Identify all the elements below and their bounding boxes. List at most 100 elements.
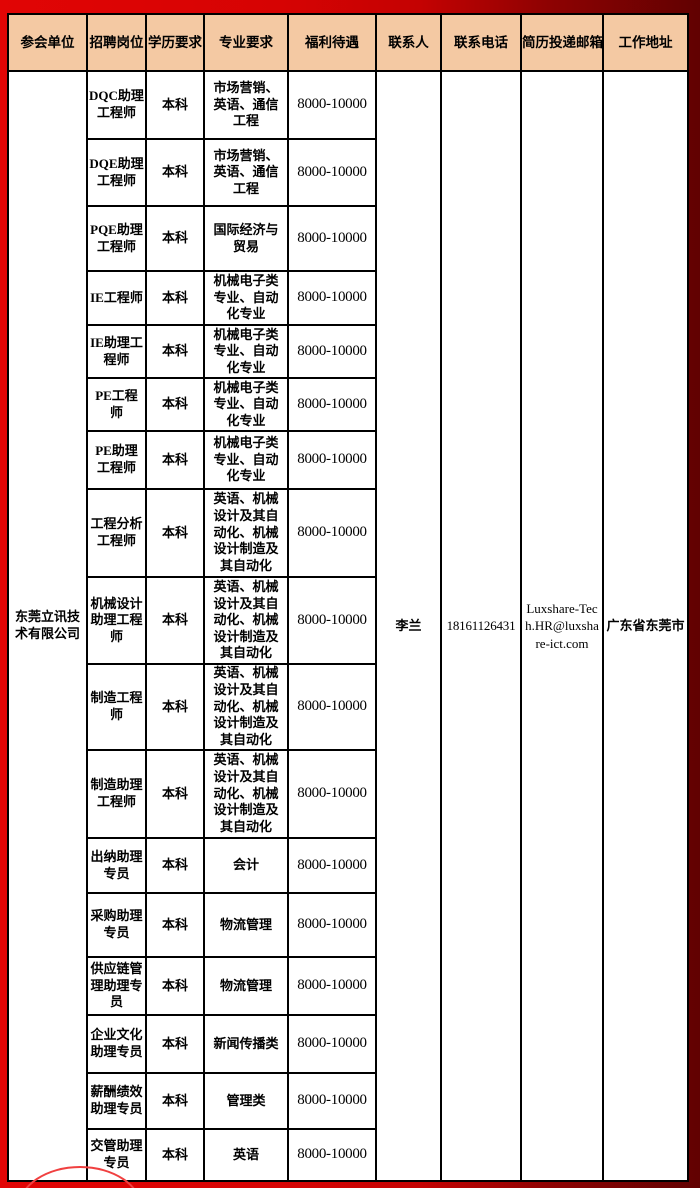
salary-cell: 8000-10000 <box>287 324 377 379</box>
job-row: 机械设计助理工程师 本科 英语、机械设计及其自动化、机械设计制造及其自动化 8000-… <box>8 576 688 665</box>
position-cell: 企业文化助理专员 <box>86 1014 147 1074</box>
header-cell-major: 专业要求 <box>203 13 289 72</box>
position-cell: 出纳助理专员 <box>86 837 147 894</box>
salary-cell: 8000-10000 <box>287 956 377 1016</box>
salary-cell: 8000-10000 <box>287 576 377 665</box>
salary-cell: 8000-10000 <box>287 205 377 272</box>
job-row: 工程分析工程师 本科 英语、机械设计及其自动化、机械设计制造及其自动化 8000-10… <box>8 488 688 578</box>
position-cell: 薪酬绩效助理专员 <box>86 1072 147 1130</box>
education-cell: 本科 <box>145 1014 205 1074</box>
major-cell: 机械电子类专业、自动化专业 <box>203 270 289 326</box>
education-cell: 本科 <box>145 430 205 490</box>
job-row: 采购助理专员 本科 物流管理 8000-10000 <box>8 892 688 958</box>
header-cell-resume-email: 简历投递邮箱 <box>520 13 604 72</box>
education-cell: 本科 <box>145 324 205 379</box>
position-cell: 工程分析工程师 <box>86 488 147 578</box>
salary-cell: 8000-10000 <box>287 892 377 958</box>
job-row: 供应链管理助理专员 本科 物流管理 8000-10000 <box>8 956 688 1016</box>
education-cell: 本科 <box>145 663 205 751</box>
education-cell: 本科 <box>145 837 205 894</box>
job-row: IE工程师 本科 机械电子类专业、自动化专业 8000-10000 <box>8 270 688 326</box>
position-cell: 供应链管理助理专员 <box>86 956 147 1016</box>
major-cell: 机械电子类专业、自动化专业 <box>203 324 289 379</box>
major-cell: 英语、机械设计及其自动化、机械设计制造及其自动化 <box>203 749 289 839</box>
job-row: 企业文化助理专员 本科 新闻传播类 8000-10000 <box>8 1014 688 1074</box>
header-cell-salary: 福利待遇 <box>287 13 377 72</box>
major-cell: 英语、机械设计及其自动化、机械设计制造及其自动化 <box>203 576 289 665</box>
salary-cell: 8000-10000 <box>287 663 377 751</box>
job-row: PE工程师 本科 机械电子类专业、自动化专业 8000-10000 <box>8 377 688 432</box>
position-cell: 机械设计助理工程师 <box>86 576 147 665</box>
major-cell: 物流管理 <box>203 892 289 958</box>
education-cell: 本科 <box>145 1128 205 1182</box>
job-row: IE助理工程师 本科 机械电子类专业、自动化专业 8000-10000 <box>8 324 688 379</box>
job-row: PQE助理工程师 本科 国际经济与贸易 8000-10000 <box>8 205 688 272</box>
salary-cell: 8000-10000 <box>287 1072 377 1130</box>
position-cell: PQE助理工程师 <box>86 205 147 272</box>
education-cell: 本科 <box>145 488 205 578</box>
job-row: 制造工程师 本科 英语、机械设计及其自动化、机械设计制造及其自动化 8000-1000… <box>8 663 688 751</box>
education-cell: 本科 <box>145 1072 205 1130</box>
education-cell: 本科 <box>145 138 205 207</box>
major-cell: 英语 <box>203 1128 289 1182</box>
salary-cell: 8000-10000 <box>287 1128 377 1182</box>
major-cell: 市场营销、英语、通信工程 <box>203 70 289 140</box>
header-cell-position: 招聘岗位 <box>86 13 147 72</box>
position-cell: DQC助理工程师 <box>86 70 147 140</box>
salary-cell: 8000-10000 <box>287 430 377 490</box>
salary-cell: 8000-10000 <box>287 488 377 578</box>
job-table: 参会单位 招聘岗位 学历要求 专业要求 福利待遇 联系人 联系电话 简历投递邮箱 工作地址 东莞… <box>7 13 689 1182</box>
salary-cell: 8000-10000 <box>287 1014 377 1074</box>
position-cell: IE助理工程师 <box>86 324 147 379</box>
salary-cell: 8000-10000 <box>287 749 377 839</box>
job-row: PE助理工程师 本科 机械电子类专业、自动化专业 8000-10000 <box>8 430 688 490</box>
work-address-cell: 广东省东莞市 <box>602 70 689 1182</box>
company-cell: 东莞立讯技术有限公司 <box>7 70 88 1182</box>
major-cell: 机械电子类专业、自动化专业 <box>203 430 289 490</box>
position-cell: 制造工程师 <box>86 663 147 751</box>
resume-email-cell: Luxshare-Tech.HR@luxshare-ict.com <box>520 70 604 1182</box>
job-row: 制造助理工程师 本科 英语、机械设计及其自动化、机械设计制造及其自动化 8000-10… <box>8 749 688 839</box>
salary-cell: 8000-10000 <box>287 138 377 207</box>
salary-cell: 8000-10000 <box>287 270 377 326</box>
major-cell: 物流管理 <box>203 956 289 1016</box>
salary-cell: 8000-10000 <box>287 377 377 432</box>
major-cell: 新闻传播类 <box>203 1014 289 1074</box>
header-cell-company: 参会单位 <box>7 13 88 72</box>
position-cell: IE工程师 <box>86 270 147 326</box>
contact-phone-cell: 18161126431 <box>440 70 522 1182</box>
education-cell: 本科 <box>145 377 205 432</box>
position-cell: DQE助理工程师 <box>86 138 147 207</box>
contact-person-cell: 李兰 <box>375 70 442 1182</box>
salary-cell: 8000-10000 <box>287 70 377 140</box>
education-cell: 本科 <box>145 956 205 1016</box>
job-row: 薪酬绩效助理专员 本科 管理类 8000-10000 <box>8 1072 688 1130</box>
major-cell: 管理类 <box>203 1072 289 1130</box>
major-cell: 英语、机械设计及其自动化、机械设计制造及其自动化 <box>203 488 289 578</box>
job-row: 出纳助理专员 本科 会计 8000-10000 <box>8 837 688 894</box>
job-row: DQE助理工程师 本科 市场营销、英语、通信工程 8000-10000 <box>8 138 688 207</box>
salary-cell: 8000-10000 <box>287 837 377 894</box>
job-row: 交管助理专员 本科 英语 8000-10000 <box>8 1128 688 1182</box>
position-cell: PE工程师 <box>86 377 147 432</box>
position-cell: 采购助理专员 <box>86 892 147 958</box>
job-row: 东莞立讯技术有限公司 DQC助理工程师 本科 市场营销、英语、通信工程 8000-100… <box>7 70 689 1182</box>
position-cell: 制造助理工程师 <box>86 749 147 839</box>
education-cell: 本科 <box>145 749 205 839</box>
education-cell: 本科 <box>145 70 205 140</box>
education-cell: 本科 <box>145 892 205 958</box>
major-cell: 会计 <box>203 837 289 894</box>
education-cell: 本科 <box>145 576 205 665</box>
header-cell-contact-person: 联系人 <box>375 13 442 72</box>
header-cell-work-address: 工作地址 <box>602 13 689 72</box>
education-cell: 本科 <box>145 270 205 326</box>
major-cell: 英语、机械设计及其自动化、机械设计制造及其自动化 <box>203 663 289 751</box>
header-cell-education: 学历要求 <box>145 13 205 72</box>
education-cell: 本科 <box>145 205 205 272</box>
major-cell: 国际经济与贸易 <box>203 205 289 272</box>
position-cell: PE助理工程师 <box>86 430 147 490</box>
major-cell: 机械电子类专业、自动化专业 <box>203 377 289 432</box>
table-header-row: 参会单位 招聘岗位 学历要求 专业要求 福利待遇 联系人 联系电话 简历投递邮箱 工作地址 <box>7 13 689 72</box>
header-cell-contact-phone: 联系电话 <box>440 13 522 72</box>
